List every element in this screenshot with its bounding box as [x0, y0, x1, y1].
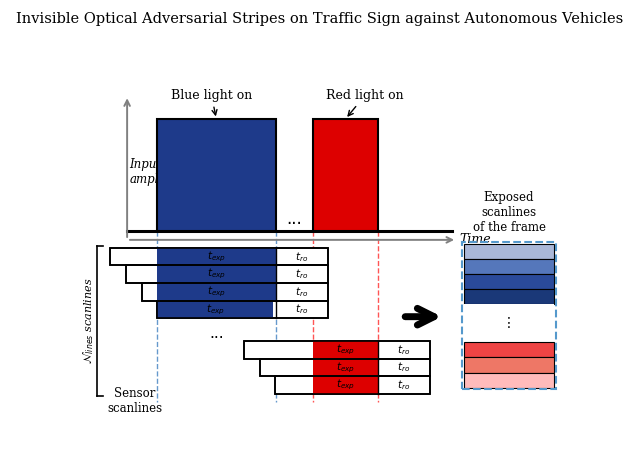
- Bar: [465, 244, 554, 259]
- Bar: [463, 242, 556, 390]
- Text: $t_{exp}$: $t_{exp}$: [207, 249, 226, 264]
- Bar: [125, 266, 328, 283]
- Text: ...: ...: [287, 210, 302, 228]
- Bar: [157, 301, 328, 318]
- Text: Invisible Optical Adversarial Stripes on Traffic Sign against Autonomous Vehicle: Invisible Optical Adversarial Stripes on…: [17, 12, 623, 26]
- Bar: [110, 248, 328, 266]
- Bar: [141, 283, 328, 301]
- Bar: [465, 304, 554, 342]
- Bar: [260, 359, 429, 376]
- Text: Time: Time: [460, 233, 491, 247]
- Bar: [465, 259, 554, 274]
- Bar: [157, 266, 276, 283]
- Bar: [157, 301, 328, 318]
- Bar: [465, 372, 554, 388]
- Text: $t_{exp}$: $t_{exp}$: [206, 302, 225, 316]
- Bar: [157, 283, 276, 301]
- Bar: [141, 283, 328, 301]
- Text: $t_{exp}$: $t_{exp}$: [207, 285, 226, 299]
- Bar: [244, 341, 429, 359]
- Bar: [313, 119, 378, 231]
- Bar: [244, 341, 429, 359]
- Text: Blue light on: Blue light on: [171, 89, 252, 115]
- Bar: [313, 341, 378, 359]
- Bar: [313, 376, 378, 394]
- Text: $t_{exp}$: $t_{exp}$: [207, 267, 226, 282]
- Bar: [465, 357, 554, 372]
- Text: $t_{ro}$: $t_{ro}$: [397, 361, 410, 374]
- Bar: [110, 248, 328, 266]
- Text: Input light
amplitude: Input light amplitude: [129, 158, 193, 186]
- Bar: [275, 376, 429, 394]
- Bar: [157, 248, 276, 266]
- Text: Red light on: Red light on: [326, 89, 404, 116]
- Text: $t_{ro}$: $t_{ro}$: [397, 378, 410, 392]
- Bar: [465, 289, 554, 304]
- Text: $t_{ro}$: $t_{ro}$: [296, 303, 308, 316]
- Text: $t_{ro}$: $t_{ro}$: [296, 267, 308, 281]
- Text: $t_{exp}$: $t_{exp}$: [336, 343, 355, 357]
- Bar: [313, 359, 378, 376]
- Text: $t_{exp}$: $t_{exp}$: [336, 378, 355, 392]
- Text: $\mathcal{N}_{lines}$ scanlines: $\mathcal{N}_{lines}$ scanlines: [81, 277, 96, 364]
- Text: ...: ...: [209, 326, 224, 341]
- Text: $t_{ro}$: $t_{ro}$: [397, 343, 410, 357]
- Bar: [275, 376, 429, 394]
- Text: ⋮: ⋮: [502, 316, 516, 330]
- Text: $t_{exp}$: $t_{exp}$: [336, 361, 355, 375]
- Bar: [465, 342, 554, 357]
- Bar: [157, 301, 273, 318]
- Text: Exposed
scanlines
of the frame: Exposed scanlines of the frame: [472, 191, 545, 234]
- Bar: [157, 119, 276, 231]
- Bar: [125, 266, 328, 283]
- Text: $t_{ro}$: $t_{ro}$: [296, 250, 308, 264]
- Text: $t_{ro}$: $t_{ro}$: [296, 285, 308, 299]
- Text: Sensor
scanlines: Sensor scanlines: [107, 387, 162, 415]
- Bar: [465, 274, 554, 289]
- Bar: [260, 359, 429, 376]
